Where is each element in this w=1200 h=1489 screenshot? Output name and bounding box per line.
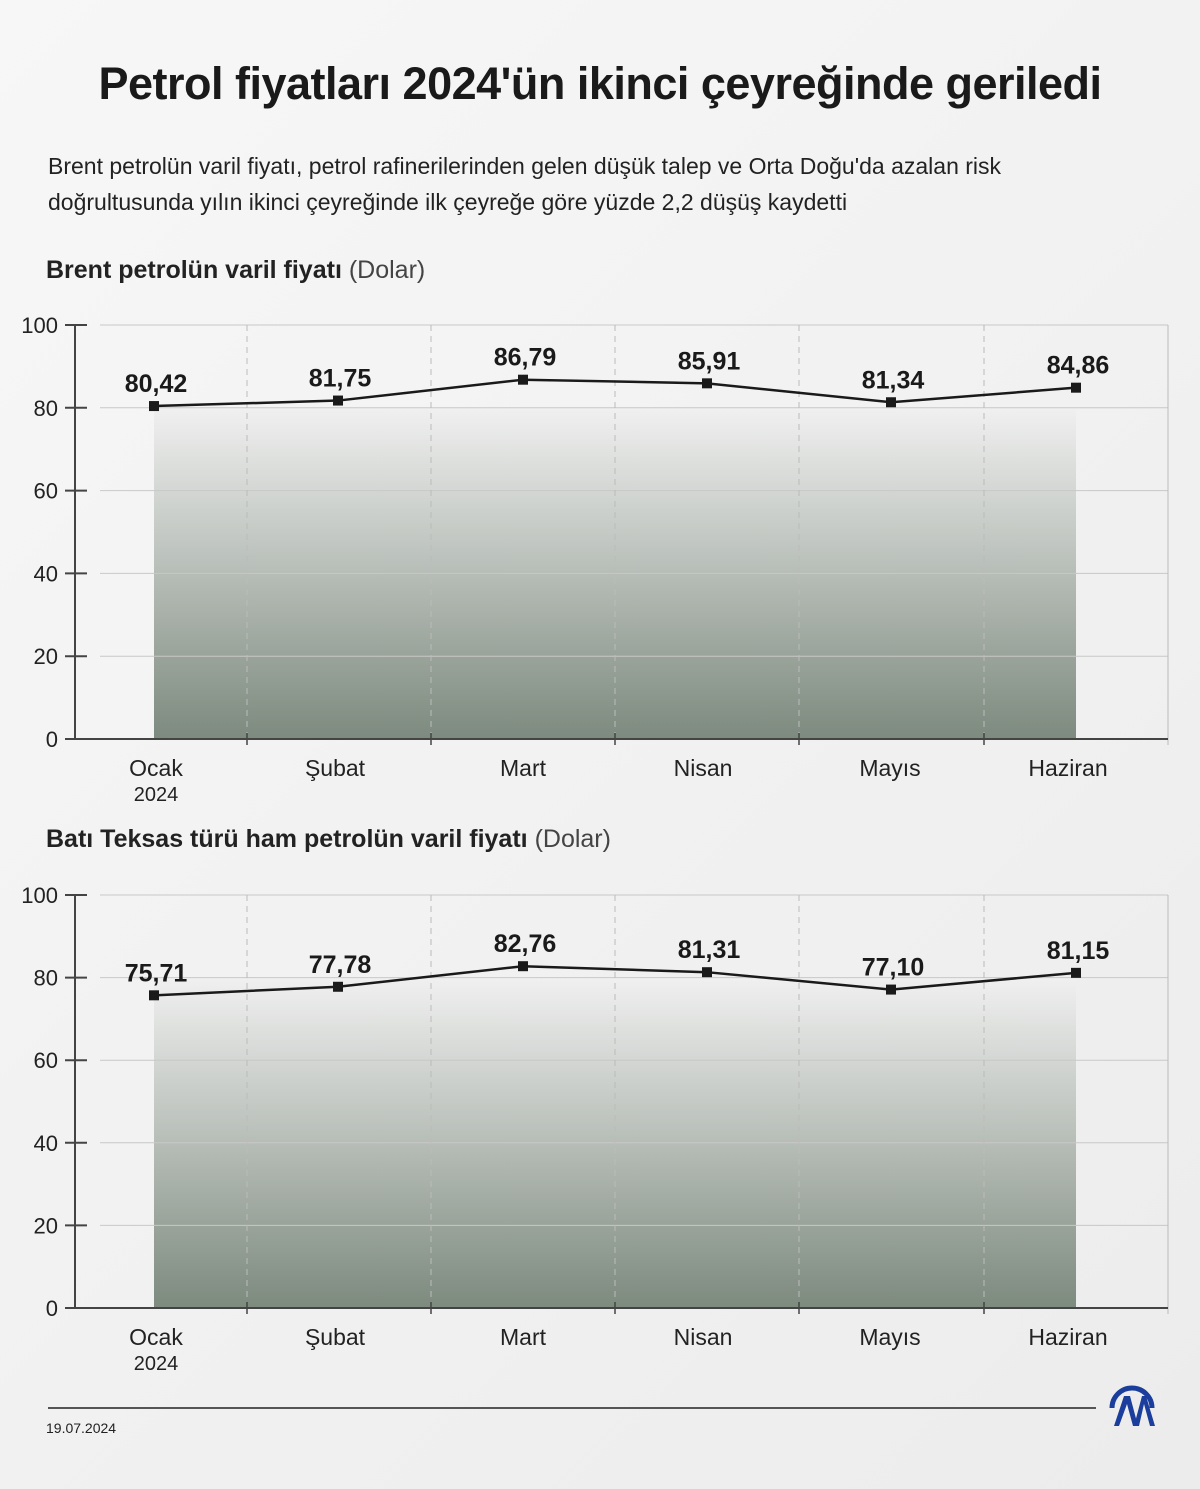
x-tick-label: Şubat [305,755,366,781]
data-point [518,961,528,972]
chart-2-unit: (Dolar) [534,825,611,853]
chart-1-title: Brent petrolün varil fiyatı (Dolar) [46,256,425,285]
data-label: 81,34 [862,366,925,394]
data-label: 81,31 [678,936,741,964]
y-tick-label: 20 [34,644,58,669]
y-tick-label: 80 [34,396,58,421]
aa-logo-icon [1109,1385,1155,1426]
page-title: Petrol fiyatları 2024'ün ikinci çeyreğin… [98,58,1102,109]
data-point [702,967,712,978]
data-label: 77,10 [862,954,925,982]
footer-date: 19.07.2024 [46,1420,117,1436]
x-tick-label: Ocak [129,755,183,781]
chart-wti: 0 20 40 60 80 100 75,71 Ocak 77,78 Şubat 82,76 Mart… [21,883,1169,1375]
data-point [333,395,343,406]
x-tick-label: Ocak [129,1324,183,1350]
data-point [702,378,712,389]
y-tick-label: 40 [34,561,58,586]
y-tick-label: 20 [34,1213,58,1238]
x-tick-label: Nisan [674,1324,733,1350]
x-year-label: 2024 [134,784,179,806]
x-tick-label: Mart [500,1324,547,1350]
y-tick-label: 80 [34,966,58,991]
data-point [886,397,896,408]
data-label: 86,79 [494,344,557,372]
data-point [1071,967,1081,978]
y-tick-label: 40 [34,1131,58,1156]
chart-1-title-text: Brent petrolün varil fiyatı [46,256,342,284]
data-point [886,984,896,995]
y-tick-label: 0 [46,1296,58,1321]
x-tick-label: Haziran [1028,1324,1107,1350]
y-tick-label: 60 [34,479,58,504]
data-point [333,981,343,992]
series-line [153,964,1077,997]
data-point [149,990,159,1001]
data-label: 80,42 [125,370,188,398]
x-tick-label: Haziran [1028,755,1107,781]
data-label: 77,78 [309,951,372,979]
x-tick-label: Mayıs [859,755,920,781]
data-label: 81,75 [309,365,372,393]
data-label: 82,76 [494,930,557,958]
data-label: 84,86 [1047,352,1110,380]
chart-brent: 0 20 40 60 80 100 80,42 Ocak 81,75 Şubat 86,79 Mart… [21,313,1169,806]
chart-2-title-text: Batı Teksas türü ham petrolün varil fiya… [46,825,528,853]
subtitle: Brent petrolün varil fiyatı, petrol rafi… [48,153,1002,215]
y-tick-label: 60 [34,1048,58,1073]
data-label: 81,15 [1047,937,1110,965]
data-point [518,374,528,385]
data-point [149,401,159,412]
series-line [153,378,1077,408]
data-label: 85,91 [678,347,741,375]
y-tick-label: 0 [46,727,58,752]
x-tick-label: Mart [500,755,547,781]
chart-1-unit: (Dolar) [348,256,426,284]
y-tick-label: 100 [21,883,58,908]
y-tick-label: 100 [21,313,58,338]
x-tick-label: Mayıs [859,1324,920,1350]
data-label: 75,71 [125,959,188,987]
footer-divider [48,1407,1096,1409]
x-tick-label: Nisan [674,755,733,781]
x-year-label: 2024 [134,1353,179,1375]
chart-2-title: Batı Teksas türü ham petrolün varil fiya… [46,825,611,854]
data-point [1071,382,1081,393]
x-tick-label: Şubat [305,1324,366,1350]
